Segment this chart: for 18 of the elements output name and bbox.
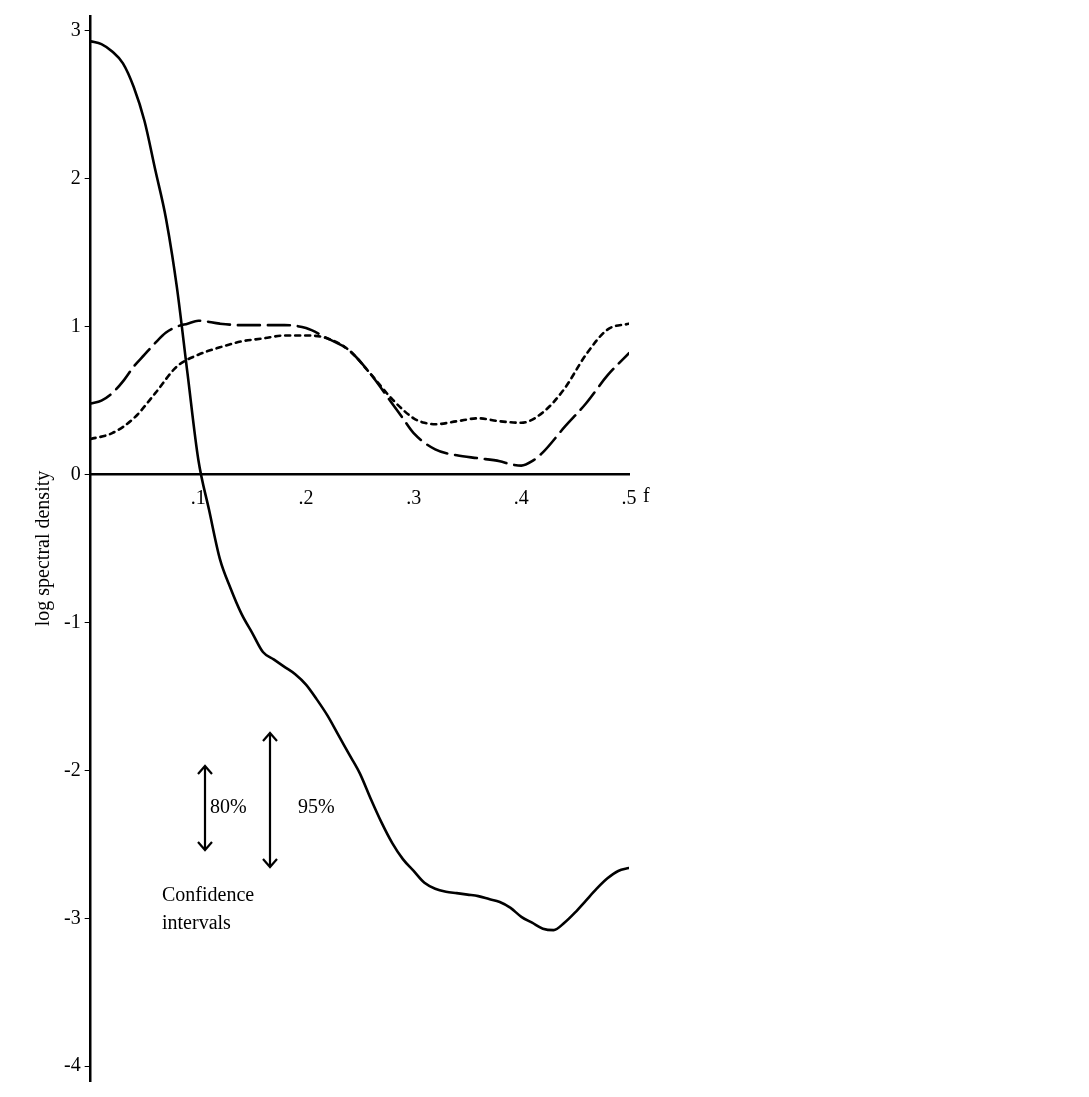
y-tick-label: -1 [63, 609, 81, 632]
y-tick-label: -3 [63, 905, 81, 928]
y-tick-label: 3 [70, 18, 81, 41]
annotation: 80% [210, 795, 247, 818]
x-tick-label: .4 [513, 485, 529, 508]
x-tick-label: .5 [621, 485, 637, 508]
x-tick-label: .1 [190, 485, 206, 508]
x-tick-label: .2 [298, 485, 314, 508]
annotation: Confidence intervals [162, 882, 256, 935]
y-tick-label: 2 [70, 165, 81, 188]
y-tick-label: 0 [70, 461, 81, 484]
y-axis-title: log spectral density [31, 470, 55, 627]
y-tick-label: -4 [63, 1053, 81, 1076]
y-tick-label: 1 [70, 313, 81, 336]
x-axis-title: f [643, 483, 650, 506]
x-tick-label: .3 [406, 485, 422, 508]
y-tick-label: -2 [63, 757, 81, 780]
annotation: 95% [298, 795, 335, 818]
